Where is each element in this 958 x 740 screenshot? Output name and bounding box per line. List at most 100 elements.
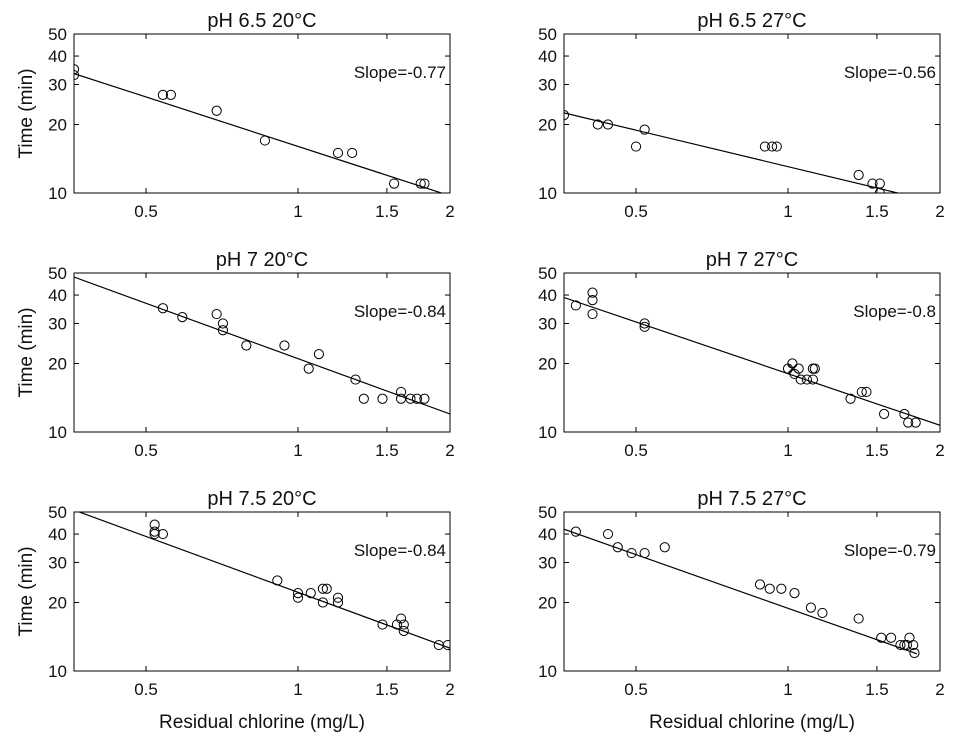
data-point (587, 308, 598, 320)
x-tick-label: 1 (783, 680, 792, 699)
x-tick-label: 2 (445, 441, 454, 460)
y-tick-label: 20 (48, 116, 67, 135)
data-point (272, 575, 283, 586)
y-tick-label: 40 (538, 47, 557, 66)
data-point (901, 639, 913, 651)
data-point (789, 588, 800, 599)
y-tick-label: 50 (48, 503, 67, 522)
plot-frame (563, 511, 941, 672)
data-point (398, 625, 409, 637)
x-tick-label: 2 (935, 680, 944, 699)
chart-panel-5: pH 7.5 20°C 10 20 30 40 50 0.5 1 1.5 2 Time (min) R… (16, 488, 455, 733)
x-tick-label: 1.5 (375, 202, 399, 221)
data-point (305, 588, 316, 599)
data-layer (564, 110, 901, 193)
data-point (321, 583, 332, 594)
data-point (389, 178, 400, 189)
data-point (776, 583, 787, 594)
x-tick-label: 1.5 (375, 441, 399, 460)
data-point (211, 308, 222, 320)
y-tick-label: 50 (48, 264, 67, 283)
data-point (856, 386, 867, 398)
data-point (876, 632, 887, 643)
regression-line (564, 528, 918, 655)
x-tick-label: 2 (445, 680, 454, 699)
data-point (350, 374, 361, 385)
data-point (807, 374, 818, 385)
data-layer (74, 64, 444, 193)
data-point (157, 89, 169, 100)
y-tick-label: 50 (48, 25, 67, 44)
regression-line (564, 296, 940, 426)
data-point (419, 178, 430, 189)
x-tick-label: 0.5 (624, 202, 648, 221)
data-layer (564, 526, 920, 659)
data-point (793, 363, 804, 374)
slope-annotation: Slope=-0.79 (844, 541, 936, 560)
regression-line (74, 276, 450, 415)
x-tick-label: 1 (783, 202, 792, 221)
data-point (805, 602, 816, 613)
data-point (419, 393, 430, 404)
y-tick-label: 40 (538, 525, 557, 544)
y-tick-label: 50 (538, 264, 557, 283)
data-layer (564, 287, 940, 428)
data-point (874, 187, 885, 193)
data-point (317, 597, 328, 608)
x-tick-label: 0.5 (134, 680, 158, 699)
x-tick-label: 1.5 (865, 441, 889, 460)
x-tick-label: 1.5 (865, 680, 889, 699)
plot-frame (73, 511, 451, 672)
data-point (795, 374, 806, 385)
data-point (165, 89, 176, 100)
y-tick-label: 50 (538, 503, 557, 522)
x-tick-label: 2 (935, 202, 944, 221)
data-point (764, 583, 775, 594)
y-tick-label: 30 (48, 553, 67, 572)
data-point (587, 295, 598, 306)
slope-annotation: Slope=-0.8 (853, 302, 936, 321)
x-tick-label: 1 (293, 441, 302, 460)
data-point (809, 363, 820, 374)
data-point (279, 340, 290, 351)
data-point (332, 597, 344, 608)
data-point (639, 321, 650, 332)
data-point (771, 141, 782, 152)
panel-title: pH 6.5 27°C (697, 10, 806, 32)
regression-line (74, 72, 444, 193)
data-point (564, 110, 570, 121)
data-point (259, 135, 271, 146)
y-tick-label: 50 (538, 25, 557, 44)
slope-annotation: Slope=-0.77 (354, 63, 446, 82)
x-tick-label: 2 (935, 441, 944, 460)
cross-stroke (788, 364, 797, 373)
slope-annotation: Slope=-0.84 (354, 302, 446, 321)
data-point (909, 647, 920, 659)
slope-annotation: Slope=-0.56 (844, 63, 936, 82)
data-point (885, 632, 897, 643)
data-point (292, 588, 304, 599)
data-point (639, 124, 650, 135)
plot-frame (73, 272, 451, 433)
data-point (570, 300, 581, 311)
data-point (899, 408, 910, 420)
x-tick-label: 1.5 (375, 680, 399, 699)
chart-panel-4: pH 7 27°C 10 20 30 40 50 0.5 1 1.5 2 Slope=-0.8 (538, 249, 945, 460)
panel-title: pH 7.5 27°C (697, 488, 806, 510)
data-point (332, 592, 344, 603)
plot-frame (563, 272, 941, 433)
data-point (211, 105, 222, 116)
data-point (587, 287, 598, 298)
y-tick-label: 30 (538, 553, 557, 572)
data-point (861, 386, 872, 398)
data-point (411, 393, 423, 404)
data-point (442, 639, 450, 651)
y-tick-label: 10 (48, 423, 67, 442)
data-point (395, 386, 407, 398)
data-point-cross (788, 364, 797, 373)
data-point (767, 141, 778, 152)
x-tick-label: 0.5 (134, 202, 158, 221)
x-tick-label: 0.5 (624, 680, 648, 699)
data-point (405, 393, 416, 404)
y-tick-label: 10 (48, 184, 67, 203)
